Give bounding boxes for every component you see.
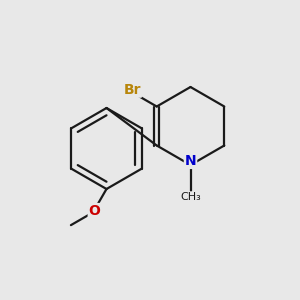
Text: N: N	[185, 154, 196, 168]
Text: CH₃: CH₃	[181, 192, 202, 202]
Text: Br: Br	[124, 83, 141, 97]
Text: O: O	[88, 204, 101, 218]
